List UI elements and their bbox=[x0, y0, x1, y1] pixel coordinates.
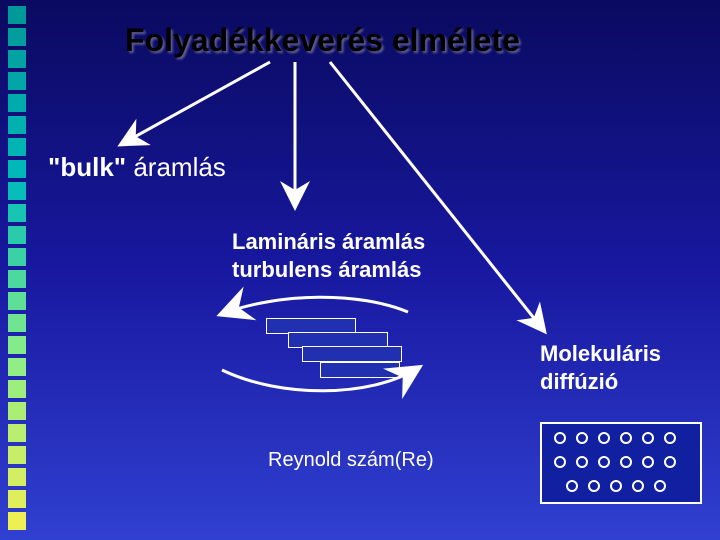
diffusion-row bbox=[566, 480, 666, 492]
diffusion-dot bbox=[576, 456, 588, 468]
diffusion-dot bbox=[598, 432, 610, 444]
diffusion-dot bbox=[566, 480, 578, 492]
diffusion-dot bbox=[598, 456, 610, 468]
diffusion-dot bbox=[632, 480, 644, 492]
diffusion-dot bbox=[664, 432, 676, 444]
diffusion-dot bbox=[642, 456, 654, 468]
diffusion-row bbox=[554, 456, 676, 468]
diffusion-dot bbox=[576, 432, 588, 444]
diffusion-dot bbox=[588, 480, 600, 492]
diffusion-dot bbox=[664, 456, 676, 468]
diffusion-dot bbox=[642, 432, 654, 444]
diffusion-dot bbox=[654, 480, 666, 492]
diffusion-dot bbox=[554, 432, 566, 444]
diffusion-dot bbox=[554, 456, 566, 468]
diffusion-row bbox=[554, 432, 676, 444]
diffusion-dot bbox=[620, 432, 632, 444]
diffusion-dot bbox=[610, 480, 622, 492]
diffusion-dot bbox=[620, 456, 632, 468]
